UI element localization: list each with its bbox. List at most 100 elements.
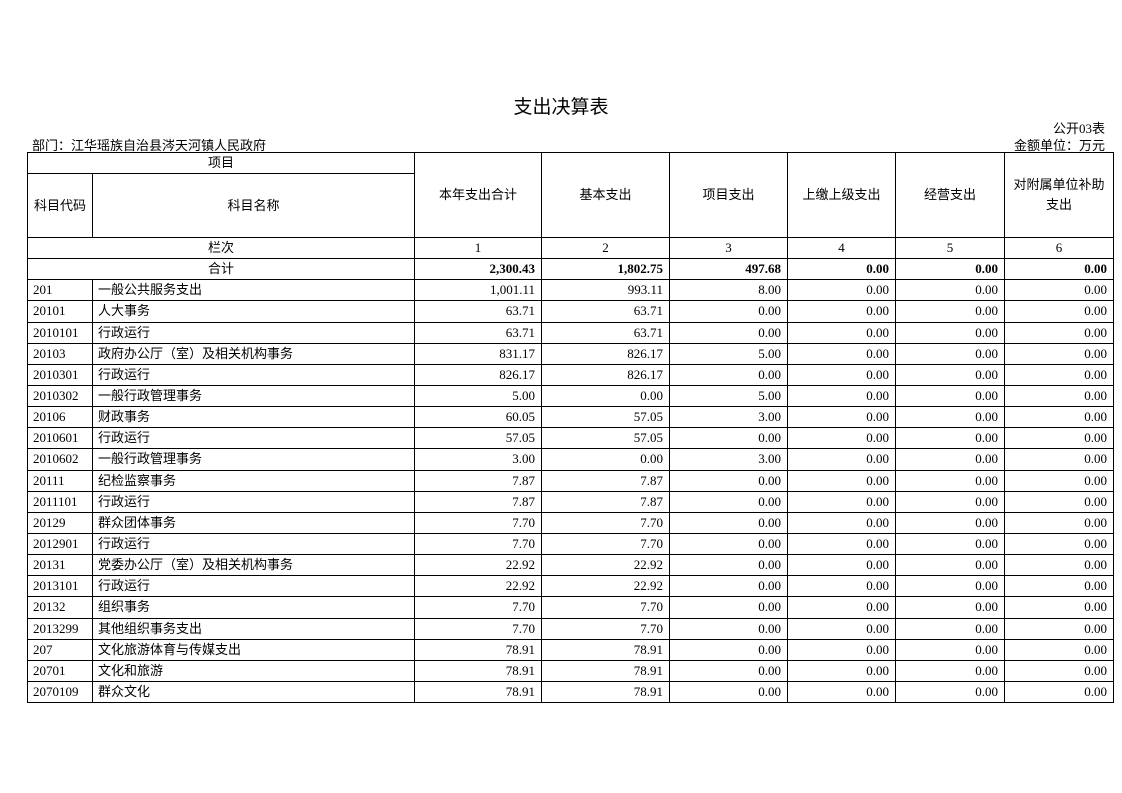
row-code: 20701 <box>27 659 93 682</box>
row-value: 0.00 <box>787 469 897 492</box>
row-value: 0.00 <box>895 384 1006 408</box>
row-value: 63.71 <box>414 300 543 323</box>
row-name: 行政运行 <box>91 490 416 513</box>
row-value: 7.70 <box>414 596 543 619</box>
row-value: 0.00 <box>1004 469 1115 492</box>
table-row: 2011101 行政运行 7.87 7.87 0.00 0.00 0.00 0.00 <box>27 490 1115 513</box>
row-value: 0.00 <box>1004 279 1115 302</box>
row-value: 7.70 <box>541 532 671 556</box>
row-value: 0.00 <box>895 511 1006 534</box>
table-row: 20132 组织事务 7.70 7.70 0.00 0.00 0.00 0.00 <box>27 596 1115 619</box>
header-row-item: 项目 本年支出合计 基本支出 项目支出 上缴上级支出 经营支出 对附属单位补助支… <box>26 152 1115 238</box>
row-name: 行政运行 <box>91 321 416 344</box>
row-value: 0.00 <box>1004 384 1115 408</box>
row-value: 7.70 <box>541 596 671 619</box>
row-value: 7.87 <box>414 490 543 513</box>
row-value: 60.05 <box>414 406 543 429</box>
row-name: 财政事务 <box>91 406 416 429</box>
row-value: 0.00 <box>787 511 897 534</box>
row-code: 20131 <box>27 554 93 577</box>
table-row: 2070109 群众文化 78.91 78.91 0.00 0.00 0.00 0.00 <box>27 680 1115 704</box>
summary-row: 合计 2,300.43 1,802.75 497.68 0.00 0.00 0.00 <box>26 258 1115 281</box>
table-row: 2010301 行政运行 826.17 826.17 0.00 0.00 0.00 0.00 <box>27 363 1115 386</box>
table-row: 207 文化旅游体育与传媒支出 78.91 78.91 0.00 0.00 0.00 0.00 <box>27 638 1115 661</box>
row-value: 0.00 <box>669 427 789 450</box>
row-value: 5.00 <box>414 384 543 408</box>
row-value: 0.00 <box>787 596 897 619</box>
row-value: 0.00 <box>1004 300 1115 323</box>
table-row: 2010302 一般行政管理事务 5.00 0.00 5.00 0.00 0.00 0.00 <box>27 384 1115 408</box>
expenditure-table: 项目 本年支出合计 基本支出 项目支出 上缴上级支出 经营支出 对附属单位补助支… <box>26 152 1115 704</box>
row-value: 0.00 <box>895 659 1006 682</box>
row-value: 0.00 <box>669 617 789 640</box>
row-value: 78.91 <box>414 659 543 682</box>
header-row-names: 科目代码 科目名称 <box>27 173 1114 238</box>
row-value: 0.00 <box>895 406 1006 429</box>
summary-value: 1,802.75 <box>541 258 671 281</box>
header-business: 经营支出 <box>895 152 1006 238</box>
row-value: 0.00 <box>787 427 897 450</box>
row-value: 0.00 <box>787 680 897 704</box>
header-project: 项目支出 <box>669 152 789 238</box>
table-row: 20111 纪检监察事务 7.87 7.87 0.00 0.00 0.00 0.00 <box>27 469 1115 492</box>
row-value: 57.05 <box>541 427 671 450</box>
row-name: 行政运行 <box>91 363 416 386</box>
row-value: 826.17 <box>414 363 543 386</box>
header-basic: 基本支出 <box>541 152 671 238</box>
row-value: 7.70 <box>541 511 671 534</box>
table-code: 公开03表 <box>1052 121 1105 136</box>
row-value: 0.00 <box>669 300 789 323</box>
column-number: 1 <box>414 236 543 260</box>
table-row: 20131 党委办公厅（室）及相关机构事务 22.92 22.92 0.00 0.00 0.… <box>27 554 1115 577</box>
row-value: 22.92 <box>541 554 671 577</box>
row-value: 3.00 <box>669 406 789 429</box>
row-value: 0.00 <box>787 575 897 598</box>
row-value: 0.00 <box>541 384 671 408</box>
row-value: 0.00 <box>1004 321 1115 344</box>
row-value: 0.00 <box>895 363 1006 386</box>
row-value: 0.00 <box>895 300 1006 323</box>
row-code: 20101 <box>27 300 93 323</box>
row-code: 20103 <box>27 342 93 365</box>
row-value: 826.17 <box>541 363 671 386</box>
row-value: 0.00 <box>669 638 789 661</box>
row-code: 2010101 <box>27 321 93 344</box>
table-row: 20106 财政事务 60.05 57.05 3.00 0.00 0.00 0.00 <box>27 406 1115 429</box>
column-number: 2 <box>541 236 671 260</box>
row-name: 组织事务 <box>91 596 416 619</box>
table-row: 2013299 其他组织事务支出 7.70 7.70 0.00 0.00 0.00 0.00 <box>27 617 1115 640</box>
row-name: 一般行政管理事务 <box>91 384 416 408</box>
row-value: 0.00 <box>787 554 897 577</box>
row-value: 0.00 <box>1004 406 1115 429</box>
row-value: 0.00 <box>787 363 897 386</box>
summary-value: 0.00 <box>1004 258 1115 281</box>
row-value: 0.00 <box>895 279 1006 302</box>
row-value: 5.00 <box>669 342 789 365</box>
row-value: 3.00 <box>669 448 789 471</box>
column-number: 5 <box>895 236 1006 260</box>
row-value: 0.00 <box>895 321 1006 344</box>
row-code: 2010301 <box>27 363 93 386</box>
table-row: 2010602 一般行政管理事务 3.00 0.00 3.00 0.00 0.00 0.00 <box>27 448 1115 471</box>
row-name: 一般公共服务支出 <box>91 279 416 302</box>
row-value: 0.00 <box>669 659 789 682</box>
row-value: 0.00 <box>669 554 789 577</box>
row-value: 0.00 <box>787 406 897 429</box>
header-item: 项目 <box>26 152 416 174</box>
row-code: 201 <box>27 279 93 302</box>
row-value: 0.00 <box>787 659 897 682</box>
row-value: 0.00 <box>1004 680 1115 704</box>
row-name: 行政运行 <box>91 427 416 450</box>
page-title: 支出决算表 <box>513 97 609 118</box>
row-value: 0.00 <box>541 448 671 471</box>
row-value: 0.00 <box>1004 575 1115 598</box>
row-value: 0.00 <box>1004 554 1115 577</box>
row-value: 0.00 <box>787 532 897 556</box>
row-code: 20111 <box>27 469 93 492</box>
row-name: 纪检监察事务 <box>91 469 416 492</box>
row-code: 20106 <box>27 406 93 429</box>
table-row: 20701 文化和旅游 78.91 78.91 0.00 0.00 0.00 0.00 <box>27 659 1115 682</box>
row-value: 0.00 <box>895 596 1006 619</box>
row-value: 0.00 <box>669 532 789 556</box>
